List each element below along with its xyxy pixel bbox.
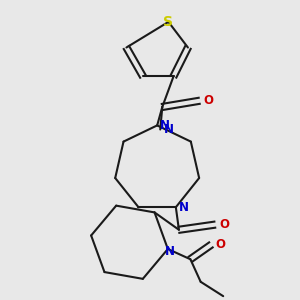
Text: O: O: [203, 94, 213, 107]
Text: O: O: [215, 238, 225, 251]
Text: S: S: [164, 15, 173, 29]
Text: N: N: [160, 119, 170, 132]
Text: N: N: [165, 244, 175, 258]
Text: N: N: [179, 201, 189, 214]
Text: O: O: [219, 218, 229, 231]
Text: N: N: [164, 123, 173, 136]
